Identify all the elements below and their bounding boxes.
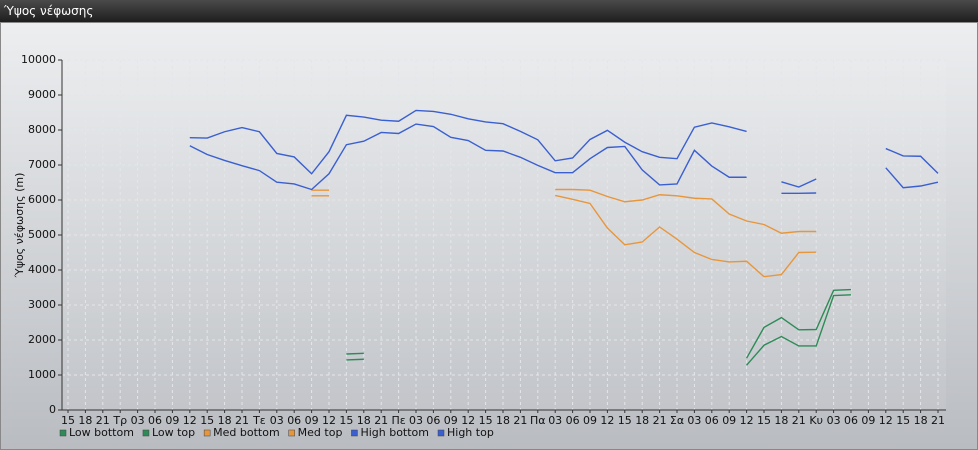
x-tick-label: 18 xyxy=(218,414,232,427)
x-tick-label: 12 xyxy=(600,414,614,427)
y-tick-label: 2000 xyxy=(28,333,56,346)
y-tick-label: 0 xyxy=(49,403,56,416)
x-tick-label: 09 xyxy=(165,414,179,427)
legend-label: Med bottom xyxy=(213,426,280,439)
y-tick-label: 9000 xyxy=(28,88,56,101)
x-tick-label: 06 xyxy=(287,414,301,427)
x-tick-label: 15 xyxy=(339,414,353,427)
legend-label: Low bottom xyxy=(69,426,134,439)
x-tick-label: 21 xyxy=(931,414,945,427)
x-tick-label: 18 xyxy=(357,414,371,427)
legend-swatch xyxy=(142,429,150,437)
line-series xyxy=(189,109,939,188)
line-series xyxy=(346,288,852,359)
x-tick-label: 03 xyxy=(827,414,841,427)
x-tick-label: 15 xyxy=(61,414,75,427)
x-tick-label: 15 xyxy=(757,414,771,427)
chart: Ύψος νέφωσης (m) 0 1000 2000 3000 4000 5000 60… xyxy=(0,22,978,450)
x-tick-label: 06 xyxy=(705,414,719,427)
x-tick-label: 12 xyxy=(183,414,197,427)
x-tick-label: Πα xyxy=(530,414,546,427)
x-tick-label: 12 xyxy=(740,414,754,427)
x-tick-label: 15 xyxy=(200,414,214,427)
y-tick-label: 7000 xyxy=(28,158,56,171)
x-tick-label: 03 xyxy=(270,414,284,427)
x-tick-label: Τε xyxy=(252,414,266,427)
legend-swatch xyxy=(203,429,211,437)
chart-background xyxy=(0,22,978,450)
x-tick-label: 03 xyxy=(409,414,423,427)
x-tick-label: 15 xyxy=(618,414,632,427)
x-tick-label: 18 xyxy=(78,414,92,427)
y-tick-label: 3000 xyxy=(28,298,56,311)
x-tick-label: 03 xyxy=(687,414,701,427)
x-tick-label: 06 xyxy=(148,414,162,427)
x-tick-label: 21 xyxy=(653,414,667,427)
y-tick-label: 10000 xyxy=(21,53,56,66)
x-tick-label: 15 xyxy=(896,414,910,427)
x-tick-label: 21 xyxy=(792,414,806,427)
legend-swatch xyxy=(288,429,295,437)
y-tick-label: 8000 xyxy=(28,123,56,136)
x-tick-label: 06 xyxy=(844,414,858,427)
x-tick-label: 03 xyxy=(548,414,562,427)
y-tick-label: 5000 xyxy=(28,228,56,241)
x-tick-label: 03 xyxy=(131,414,145,427)
legend-label: High bottom xyxy=(360,426,429,439)
x-tick-label: 21 xyxy=(513,414,527,427)
line-series xyxy=(346,294,852,366)
x-tick-label: 12 xyxy=(879,414,893,427)
legend-swatch xyxy=(351,429,358,437)
x-tick-label: 18 xyxy=(774,414,788,427)
legend-label: Med top xyxy=(298,426,343,439)
x-tick-label: 09 xyxy=(722,414,736,427)
x-tick-label: 12 xyxy=(322,414,336,427)
y-tick-label: 1000 xyxy=(28,368,56,381)
x-tick-label: 09 xyxy=(305,414,319,427)
x-tick-label: 09 xyxy=(444,414,458,427)
legend-swatch xyxy=(437,429,445,437)
x-tick-label: 06 xyxy=(426,414,440,427)
x-tick-label: Πε xyxy=(391,414,405,427)
y-axis-label: Ύψος νέφωσης (m) xyxy=(13,173,26,279)
x-tick-label: Σα xyxy=(670,414,684,427)
y-tick-label: 6000 xyxy=(28,193,56,206)
y-tick-label: 4000 xyxy=(28,263,56,276)
x-tick-label: Τρ xyxy=(112,414,127,427)
x-tick-label: 12 xyxy=(461,414,475,427)
x-tick-label: 15 xyxy=(479,414,493,427)
x-tick-label: 21 xyxy=(374,414,388,427)
x-tick-label: 18 xyxy=(635,414,649,427)
x-tick-label: 09 xyxy=(583,414,597,427)
line-series xyxy=(311,188,817,234)
x-tick-label: 09 xyxy=(861,414,875,427)
window-title: Ύψος νέφωσης xyxy=(0,0,978,22)
legend-label: Low top xyxy=(152,426,195,439)
x-tick-label: 18 xyxy=(914,414,928,427)
legend-swatch xyxy=(59,429,67,437)
x-tick-label: Κυ xyxy=(809,414,823,427)
x-tick-label: 21 xyxy=(96,414,110,427)
x-tick-label: 18 xyxy=(496,414,510,427)
line-series xyxy=(189,123,939,195)
line-series xyxy=(311,194,817,278)
x-tick-label: 21 xyxy=(235,414,249,427)
x-tick-label: 06 xyxy=(566,414,580,427)
legend-label: High top xyxy=(447,426,494,439)
